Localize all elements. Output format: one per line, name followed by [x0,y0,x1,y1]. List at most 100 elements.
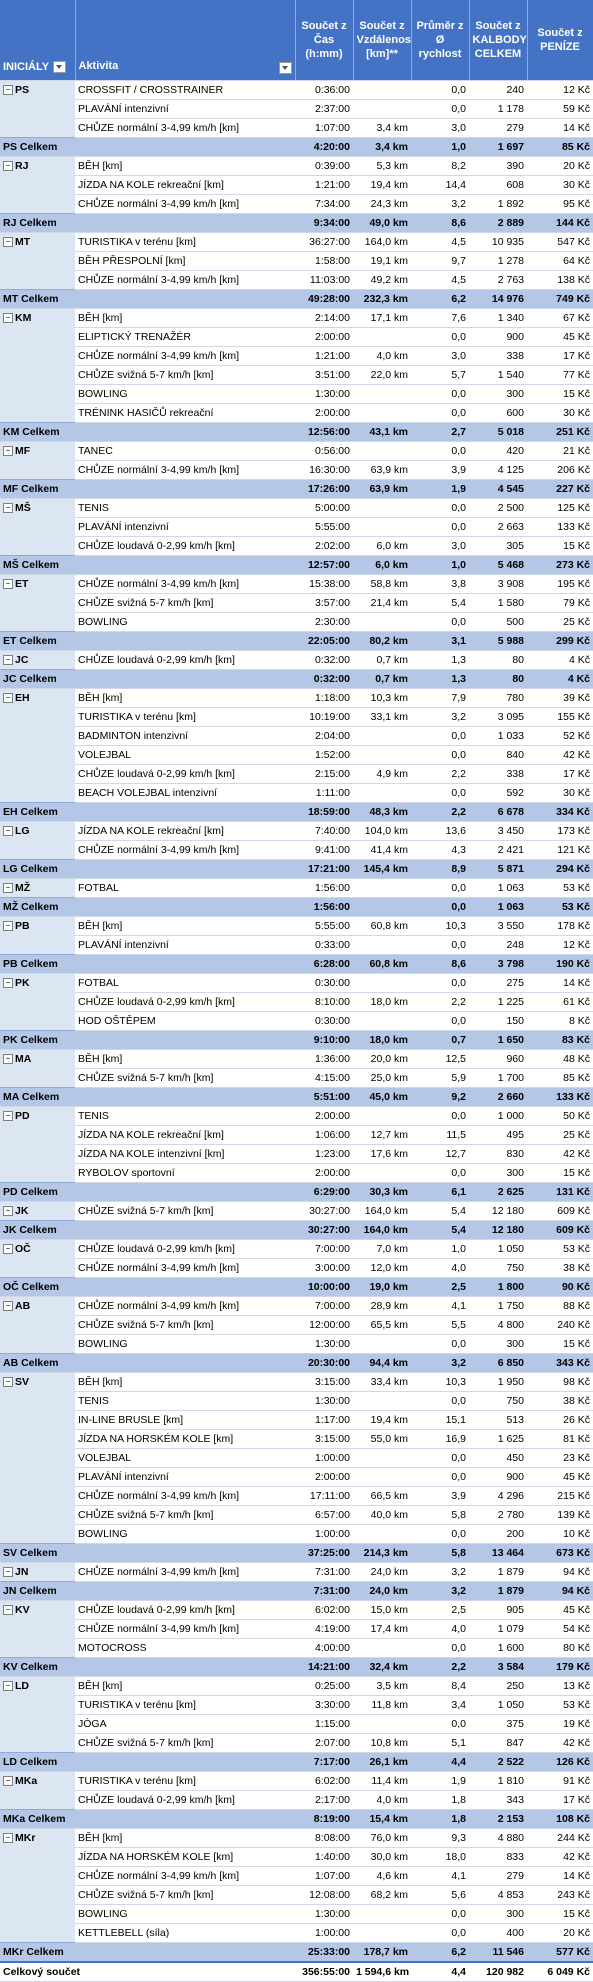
time-cell[interactable]: 0:30:00 [295,973,353,993]
collapse-icon[interactable]: − [3,1301,13,1312]
distance-cell[interactable]: 60,8 km [353,916,411,936]
speed-cell[interactable]: 16,9 [411,1429,469,1449]
total-speed-cell[interactable]: 5,8 [411,1543,469,1563]
activity-cell[interactable]: KETTLEBELL (síla) [75,1923,295,1943]
distance-cell[interactable] [353,1923,411,1943]
total-distance-cell[interactable]: 214,3 km [353,1543,411,1563]
speed-cell[interactable]: 0,0 [411,1467,469,1487]
speed-cell[interactable]: 0,0 [411,935,469,955]
activity-cell[interactable]: JÍZDA NA HORSKÉM KOLE [km] [75,1847,295,1867]
collapse-icon[interactable]: − [3,1567,13,1578]
points-cell[interactable]: 780 [469,688,527,708]
speed-cell[interactable]: 5,4 [411,593,469,613]
money-cell[interactable]: 17 Kč [527,1790,593,1810]
time-cell[interactable]: 2:00:00 [295,1163,353,1183]
money-cell[interactable]: 4 Kč [527,650,593,670]
distance-cell[interactable] [353,517,411,537]
distance-cell[interactable]: 68,2 km [353,1885,411,1905]
money-cell[interactable]: 21 Kč [527,441,593,461]
total-speed-cell[interactable]: 3,2 [411,1353,469,1373]
points-cell[interactable]: 1 750 [469,1296,527,1316]
distance-cell[interactable] [353,1904,411,1924]
distance-cell[interactable]: 33,1 km [353,707,411,727]
time-cell[interactable]: 1:21:00 [295,175,353,195]
time-cell[interactable]: 1:30:00 [295,384,353,404]
distance-cell[interactable] [353,1334,411,1354]
collapse-icon[interactable]: − [3,883,13,894]
total-distance-cell[interactable]: 6,0 km [353,555,411,575]
money-cell[interactable]: 195 Kč [527,574,593,594]
money-cell[interactable]: 42 Kč [527,1847,593,1867]
activity-cell[interactable]: TURISTIKA v terénu [km] [75,1771,295,1791]
group-total-label[interactable]: MA Celkem [0,1087,295,1107]
speed-cell[interactable]: 11,5 [411,1125,469,1145]
activity-cell[interactable]: CHŮZE loudavá 0-2,99 km/h [km] [75,1790,295,1810]
activity-cell[interactable]: CHŮZE normální 3-4,99 km/h [km] [75,574,295,594]
distance-cell[interactable]: 3,5 km [353,1676,411,1696]
speed-cell[interactable]: 0,0 [411,973,469,993]
group-total-label[interactable]: MKa Celkem [0,1809,295,1829]
points-cell[interactable]: 275 [469,973,527,993]
money-cell[interactable]: 30 Kč [527,175,593,195]
initials-cell[interactable]: − AB [0,1296,75,1354]
speed-cell[interactable]: 0,0 [411,1904,469,1924]
money-cell[interactable]: 609 Kč [527,1201,593,1221]
distance-cell[interactable]: 19,4 km [353,175,411,195]
time-cell[interactable]: 36:27:00 [295,232,353,252]
total-distance-cell[interactable]: 3,4 km [353,137,411,157]
money-cell[interactable]: 98 Kč [527,1372,593,1392]
money-cell[interactable]: 178 Kč [527,916,593,936]
points-cell[interactable]: 4 125 [469,460,527,480]
speed-cell[interactable]: 2,2 [411,992,469,1012]
speed-cell[interactable]: 0,0 [411,726,469,746]
activity-cell[interactable]: BOWLING [75,1524,295,1544]
distance-cell[interactable]: 65,5 km [353,1315,411,1335]
money-cell[interactable]: 54 Kč [527,1619,593,1639]
speed-cell[interactable]: 3,2 [411,707,469,727]
distance-cell[interactable]: 55,0 km [353,1429,411,1449]
speed-cell[interactable]: 3,8 [411,574,469,594]
speed-cell[interactable]: 1,3 [411,650,469,670]
money-cell[interactable]: 173 Kč [527,821,593,841]
money-cell[interactable]: 88 Kč [527,1296,593,1316]
collapse-icon[interactable]: − [3,978,13,989]
total-points-cell[interactable]: 1 879 [469,1581,527,1601]
money-cell[interactable]: 17 Kč [527,764,593,784]
total-points-cell[interactable]: 1 800 [469,1277,527,1297]
group-total-label[interactable]: PK Celkem [0,1030,295,1050]
total-points-cell[interactable]: 2 153 [469,1809,527,1829]
speed-cell[interactable]: 0,0 [411,1011,469,1031]
money-cell[interactable]: 85 Kč [527,1068,593,1088]
total-time-cell[interactable]: 12:57:00 [295,555,353,575]
money-cell[interactable]: 53 Kč [527,878,593,898]
initials-cell[interactable]: − PS [0,80,75,138]
points-cell[interactable]: 240 [469,80,527,100]
distance-cell[interactable]: 33,4 km [353,1372,411,1392]
points-cell[interactable]: 960 [469,1049,527,1069]
total-time-cell[interactable]: 30:27:00 [295,1220,353,1240]
time-cell[interactable]: 2:17:00 [295,1790,353,1810]
distance-cell[interactable]: 76,0 km [353,1828,411,1848]
header-points[interactable]: Součet z KALBODY CELKEM [469,0,528,81]
total-money-cell[interactable]: 90 Kč [527,1277,593,1297]
distance-cell[interactable]: 18,0 km [353,992,411,1012]
speed-cell[interactable]: 4,3 [411,840,469,860]
speed-cell[interactable]: 0,0 [411,783,469,803]
activity-cell[interactable]: CHŮZE normální 3-4,99 km/h [km] [75,270,295,290]
activity-cell[interactable]: CROSSFIT / CROSSTRAINER [75,80,295,100]
speed-cell[interactable]: 4,5 [411,270,469,290]
collapse-icon[interactable]: − [3,1776,13,1787]
speed-cell[interactable]: 5,4 [411,1201,469,1221]
group-total-label[interactable]: KV Celkem [0,1657,295,1677]
total-speed-cell[interactable]: 2,2 [411,1657,469,1677]
activity-cell[interactable]: BĚH [km] [75,688,295,708]
points-cell[interactable]: 600 [469,403,527,423]
points-cell[interactable]: 305 [469,536,527,556]
total-time-cell[interactable]: 37:25:00 [295,1543,353,1563]
points-cell[interactable]: 750 [469,1391,527,1411]
distance-cell[interactable]: 49,2 km [353,270,411,290]
time-cell[interactable]: 3:15:00 [295,1429,353,1449]
distance-cell[interactable] [353,973,411,993]
group-total-label[interactable]: LG Celkem [0,859,295,879]
total-time-cell[interactable]: 17:26:00 [295,479,353,499]
